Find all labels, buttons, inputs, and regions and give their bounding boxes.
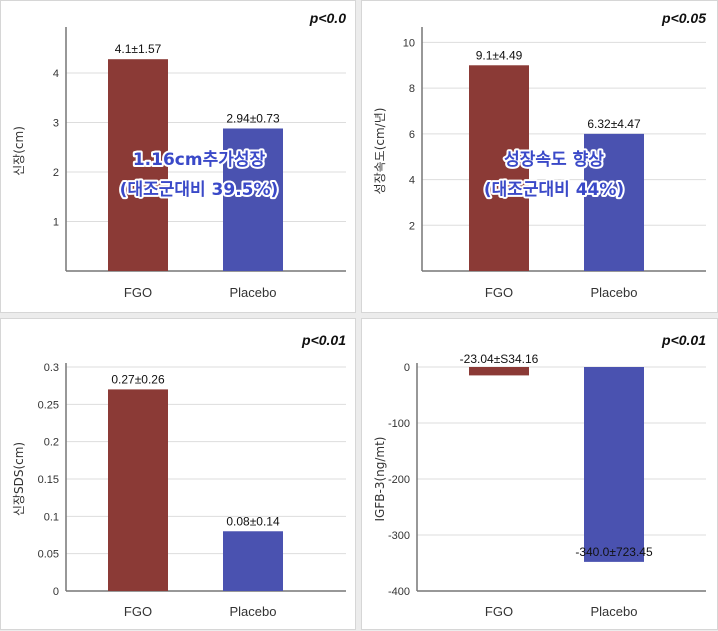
chart-panel-height-gain: 1 2 3 4 신장(cm) p<0.0 4.1±1.57 FGO 2.94±0.73 Place… bbox=[0, 0, 356, 313]
y-axis-label: 신장(cm) bbox=[12, 126, 26, 176]
y-tick-label: 0.2 bbox=[44, 437, 59, 449]
bar-fgo bbox=[108, 389, 168, 591]
p-value-label: p<0.05 bbox=[661, 10, 706, 26]
y-tick-label: 4 bbox=[53, 68, 59, 80]
y-tick-label: 0 bbox=[404, 362, 410, 374]
x-tick-label: FGO bbox=[124, 604, 152, 619]
annotation-text: 1.16cm추가성장 bbox=[133, 150, 266, 170]
y-tick-label: 8 bbox=[409, 83, 415, 95]
bar-placebo bbox=[584, 133, 644, 271]
y-tick-label: 0.3 bbox=[44, 362, 59, 374]
x-tick-label: Placebo bbox=[591, 604, 638, 619]
bar-placebo bbox=[584, 367, 644, 562]
x-tick-label: Placebo bbox=[230, 285, 277, 300]
y-tick-label: 6 bbox=[409, 129, 415, 141]
y-tick-label: -300 bbox=[388, 530, 410, 542]
bar-fgo bbox=[469, 65, 529, 272]
bar-placebo bbox=[223, 531, 283, 591]
y-tick-label: 2 bbox=[53, 167, 59, 179]
p-value-label: p<0.01 bbox=[301, 332, 346, 348]
bar-placebo bbox=[223, 128, 283, 271]
y-tick-label: 10 bbox=[403, 37, 415, 49]
data-label: -23.04±S34.16 bbox=[460, 352, 539, 366]
annotation-text: (대조군대비 44%) bbox=[484, 180, 624, 200]
data-label: -340.0±723.45 bbox=[575, 545, 653, 559]
y-tick-label: 3 bbox=[53, 118, 59, 130]
annotation-text: (대조군대비 39.5%) bbox=[120, 180, 279, 200]
chart-panel-height-sds: 0 0.05 0.1 0.15 0.2 0.25 0.3 신장SDS(cm) p<0.01 0.2… bbox=[0, 318, 356, 630]
y-tick-label: 4 bbox=[409, 175, 415, 187]
y-tick-label: 0.05 bbox=[38, 549, 59, 561]
y-axis-label: 신장SDS(cm) bbox=[12, 442, 26, 516]
annotation-text: 성장속도 향상 bbox=[504, 149, 604, 170]
y-tick-label: 0.1 bbox=[44, 511, 59, 523]
x-tick-label: FGO bbox=[485, 604, 513, 619]
growth-velocity-chart: 2 4 6 8 10 성장속도(cm/년) p<0.05 9.1±4.49 FGO 6.32±4.… bbox=[373, 10, 706, 300]
data-label: 0.08±0.14 bbox=[226, 514, 280, 528]
y-tick-label: -200 bbox=[388, 474, 410, 486]
y-tick-label: 2 bbox=[409, 220, 415, 232]
y-tick-label: 1 bbox=[53, 217, 59, 229]
bar-fgo bbox=[108, 59, 168, 272]
data-label: 4.1±1.57 bbox=[115, 42, 162, 56]
x-tick-label: FGO bbox=[485, 285, 513, 300]
bar-fgo bbox=[469, 367, 529, 376]
height-gain-chart: 1 2 3 4 신장(cm) p<0.0 4.1±1.57 FGO 2.94±0.73 Place… bbox=[12, 10, 346, 300]
p-value-label: p<0.0 bbox=[309, 10, 346, 26]
y-tick-label: 0.25 bbox=[38, 399, 59, 411]
data-label: 9.1±4.49 bbox=[476, 48, 523, 62]
y-tick-label: 0.15 bbox=[38, 474, 59, 486]
p-value-label: p<0.01 bbox=[661, 332, 706, 348]
height-sds-chart: 0 0.05 0.1 0.15 0.2 0.25 0.3 신장SDS(cm) p<0.01 0.2… bbox=[12, 332, 346, 619]
y-axis-label: IGFB-3(ng/mt) bbox=[373, 437, 387, 522]
chart-panel-igfbp3: 0 -100 -200 -300 -400 IGFB-3(ng/mt) p<0.01 -23.… bbox=[361, 318, 718, 630]
chart-panel-growth-velocity: 2 4 6 8 10 성장속도(cm/년) p<0.05 9.1±4.49 FGO 6.32±4.… bbox=[361, 0, 718, 313]
data-label: 0.27±0.26 bbox=[111, 372, 165, 386]
x-tick-label: Placebo bbox=[591, 285, 638, 300]
x-tick-label: Placebo bbox=[230, 604, 277, 619]
y-tick-label: 0 bbox=[53, 586, 59, 598]
data-label: 6.32±4.47 bbox=[587, 117, 641, 131]
y-tick-label: -100 bbox=[388, 418, 410, 430]
x-tick-label: FGO bbox=[124, 285, 152, 300]
y-axis-label: 성장속도(cm/년) bbox=[373, 108, 387, 195]
igfbp3-chart: 0 -100 -200 -300 -400 IGFB-3(ng/mt) p<0.01 -23.… bbox=[373, 332, 706, 619]
y-tick-label: -400 bbox=[388, 586, 410, 598]
data-label: 2.94±0.73 bbox=[226, 111, 280, 125]
